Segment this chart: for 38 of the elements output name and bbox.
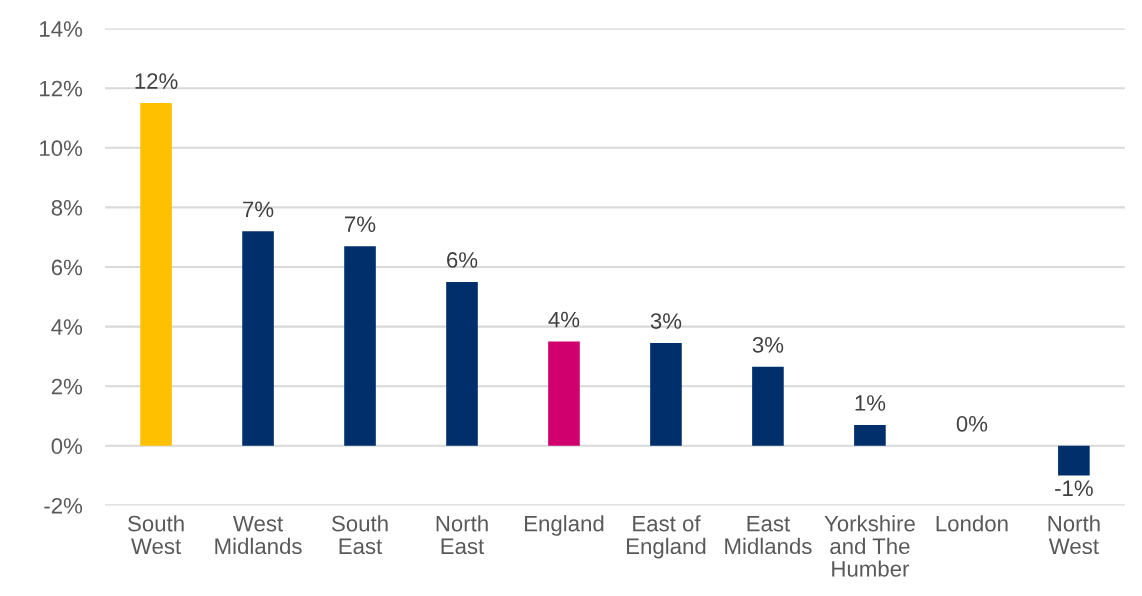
data-label: 7% (243, 201, 274, 218)
x-tick-label: East of England (627, 515, 706, 559)
y-tick-label: 4% (51, 319, 83, 335)
x-tick-label: South East (331, 515, 388, 555)
x-tick-label: Yorkshire and The Humber (824, 515, 915, 577)
data-label: 0% (956, 415, 988, 432)
x-tick-label: England (525, 515, 604, 536)
x-tick-label: North West (1048, 515, 1100, 555)
x-tick-label: London (936, 515, 1008, 532)
data-label: 1% (855, 395, 886, 411)
bar (854, 424, 886, 446)
y-tick-label: 10% (40, 140, 83, 157)
data-label: 3% (752, 336, 784, 353)
y-tick-label: 6% (51, 259, 83, 276)
y-tick-label: -2% (44, 497, 83, 514)
data-label: 7% (345, 216, 376, 232)
data-label: 3% (650, 313, 682, 329)
bar (752, 366, 784, 446)
x-tick-label: East Midlands (725, 515, 812, 555)
y-tick-label: 12% (40, 80, 83, 97)
bar (140, 103, 172, 446)
bar (446, 281, 478, 446)
data-label: 6% (447, 252, 478, 268)
bar (1058, 445, 1090, 476)
y-tick-label: 8% (51, 199, 83, 216)
x-tick-label: North East (436, 515, 488, 555)
y-tick-label: 14% (40, 21, 83, 37)
x-tick-label: South West (128, 515, 184, 555)
data-label: 4% (548, 311, 580, 328)
x-tick-label: West Midlands (215, 515, 302, 555)
data-label: -1% (1055, 480, 1093, 497)
bar (650, 343, 682, 446)
bar (548, 341, 580, 446)
bar (344, 246, 376, 446)
bar (242, 231, 274, 446)
y-tick-label: 0% (51, 438, 83, 455)
data-label: 12% (135, 73, 178, 89)
y-tick-label: 2% (51, 378, 83, 395)
